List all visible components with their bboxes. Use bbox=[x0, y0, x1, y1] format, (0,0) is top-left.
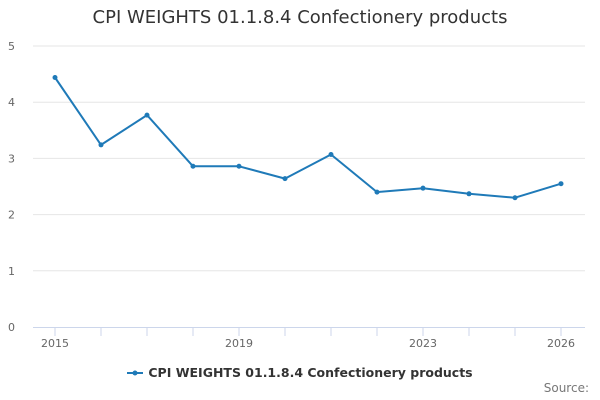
x-tick-label: 2019 bbox=[225, 337, 253, 350]
data-point[interactable] bbox=[98, 142, 104, 148]
y-tick-label: 0 bbox=[8, 321, 15, 334]
grid-lines bbox=[33, 45, 585, 272]
series-group bbox=[52, 74, 564, 201]
data-point[interactable] bbox=[466, 191, 472, 197]
x-axis: 2015 2019 2023 2026 bbox=[33, 327, 585, 350]
legend[interactable]: CPI WEIGHTS 01.1.8.4 Confectionery produ… bbox=[0, 365, 600, 381]
y-tick-label: 4 bbox=[8, 96, 15, 109]
data-point[interactable] bbox=[512, 195, 518, 201]
x-tick-label: 2023 bbox=[409, 337, 437, 350]
data-point[interactable] bbox=[328, 151, 334, 157]
x-tick-label: 2026 bbox=[547, 337, 575, 350]
y-tick-label: 5 bbox=[8, 40, 15, 53]
data-point[interactable] bbox=[190, 163, 196, 169]
y-axis-ticks: 0 1 2 3 4 5 bbox=[8, 40, 15, 334]
data-point[interactable] bbox=[420, 185, 426, 191]
data-point[interactable] bbox=[558, 181, 564, 187]
source-credit[interactable]: Source: bbox=[543, 381, 589, 395]
chart-title: CPI WEIGHTS 01.1.8.4 Confectionery produ… bbox=[92, 7, 508, 28]
legend-line-icon bbox=[127, 370, 144, 375]
data-point[interactable] bbox=[52, 74, 58, 80]
series-line-0[interactable] bbox=[54, 76, 562, 199]
data-point[interactable] bbox=[282, 176, 288, 182]
data-point[interactable] bbox=[236, 163, 242, 169]
y-tick-label: 1 bbox=[8, 265, 15, 278]
data-point[interactable] bbox=[144, 112, 150, 118]
legend-label: CPI WEIGHTS 01.1.8.4 Confectionery produ… bbox=[148, 365, 473, 380]
data-point[interactable] bbox=[374, 189, 380, 195]
y-tick-label: 2 bbox=[8, 209, 15, 222]
y-tick-label: 3 bbox=[8, 152, 15, 165]
x-tick-label: 2015 bbox=[41, 337, 69, 350]
